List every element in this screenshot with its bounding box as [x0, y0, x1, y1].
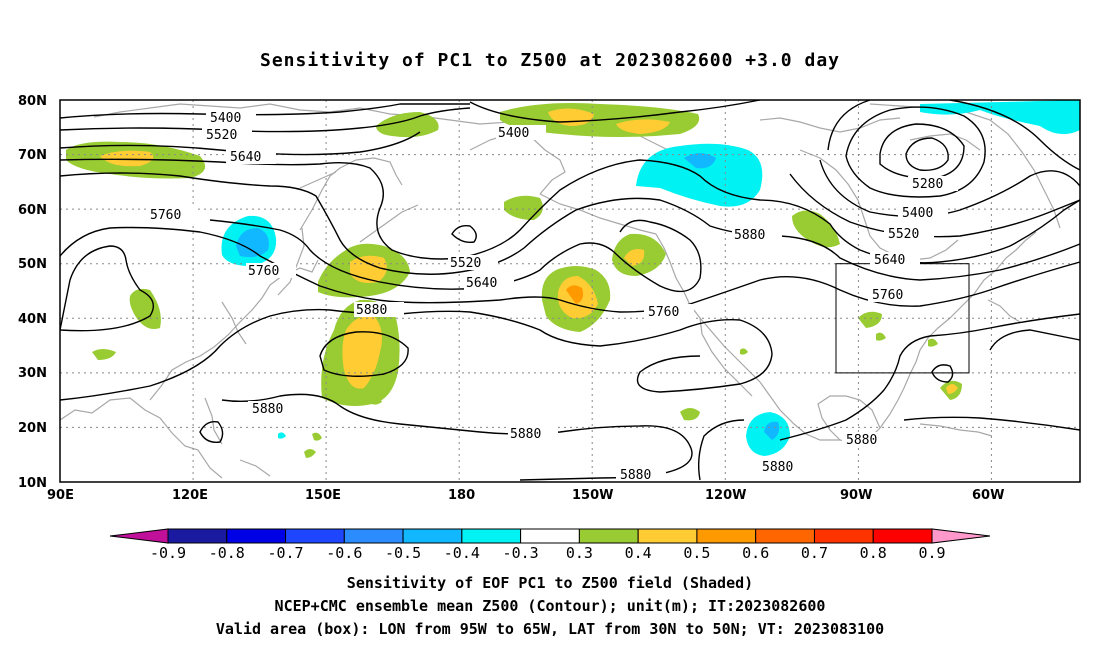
contour-label: 5640	[874, 253, 905, 268]
contour-label: 5520	[206, 128, 237, 143]
colorbar-cell	[520, 528, 580, 544]
lat-label: 80N	[18, 94, 47, 109]
colorbar-label: 0.8	[860, 544, 887, 562]
colorbar-label: -0.3	[503, 544, 539, 562]
contour-label: 5640	[230, 150, 261, 165]
colorbar-label: -0.5	[385, 544, 421, 562]
colorbar-label: 0.3	[566, 544, 593, 562]
colorbar-labels: -0.9 -0.8 -0.7 -0.6 -0.5 -0.4 -0.3 0.3 0.4 0.5 0.6…	[150, 544, 946, 562]
contour-label: 5640	[466, 276, 497, 291]
lon-label: 90E	[47, 488, 74, 503]
contour-label: 5760	[248, 264, 279, 279]
colorbar-cell	[813, 528, 874, 544]
lon-label: 60W	[972, 488, 1004, 503]
colorbar-left-tip	[109, 528, 169, 544]
contour-label: 5880	[356, 303, 387, 318]
contour-label: 5880	[510, 427, 541, 442]
colorbar-cell	[226, 528, 287, 544]
colorbar-label: -0.7	[267, 544, 303, 562]
colorbar-label: 0.6	[742, 544, 769, 562]
contour-label: 5880	[846, 433, 877, 448]
contour-label: 5880	[762, 460, 793, 475]
lat-label: 70N	[18, 148, 47, 163]
lat-label: 60N	[18, 203, 47, 218]
caption-line-2: NCEP+CMC ensemble mean Z500 (Contour); u…	[274, 597, 826, 615]
colorbar-label: 0.9	[918, 544, 945, 562]
contour-labels: 5400 5520 5640 5760 5760 5880 5400 5280 …	[146, 110, 958, 483]
colorbar-cell	[755, 528, 815, 544]
colorbar-cell	[285, 528, 345, 544]
colorbar-label: -0.4	[444, 544, 480, 562]
contour-label: 5880	[620, 468, 651, 483]
contour-label: 5760	[648, 305, 679, 320]
contour-label: 5760	[150, 208, 181, 223]
colorbar-cell	[167, 528, 228, 544]
plot-border	[59, 99, 1081, 483]
caption-line-1: Sensitivity of EOF PC1 to Z500 field (Sh…	[346, 574, 754, 592]
lon-label: 180	[448, 488, 475, 503]
latitude-axis: 80N 70N 60N 50N 40N 30N 20N 10N	[18, 94, 47, 491]
lat-label: 20N	[18, 421, 47, 436]
colorbar-cell	[402, 528, 463, 544]
contour-label: 5520	[450, 256, 481, 271]
contour-label: 5880	[734, 228, 765, 243]
colorbar-cell	[343, 528, 404, 544]
lat-label: 10N	[18, 476, 47, 491]
longitude-axis: 90E 120E 150E 180 150W 120W 90W 60W	[47, 488, 1004, 503]
contour-label: 5400	[902, 206, 933, 221]
colorbar-cell	[872, 528, 933, 544]
contour-label: 5880	[252, 402, 283, 417]
colorbar-cell	[578, 528, 639, 544]
colorbar-label: 0.7	[801, 544, 828, 562]
contour-label: 5400	[498, 126, 529, 141]
contour-label: 5280	[912, 177, 943, 192]
colorbar-cell	[696, 528, 757, 544]
contour-label: 5760	[872, 288, 903, 303]
colorbar-label: -0.8	[209, 544, 245, 562]
colorbar-label: -0.9	[150, 544, 186, 562]
colorbar-label: -0.6	[326, 544, 362, 562]
colorbar-cells	[167, 528, 933, 544]
shaded-sensitivity	[66, 100, 1080, 458]
contour-label: 5520	[888, 227, 919, 242]
lat-label: 50N	[18, 257, 47, 272]
lon-label: 120E	[172, 488, 208, 503]
map-title: Sensitivity of PC1 to Z500 at 2023082600…	[259, 50, 840, 71]
lat-label: 30N	[18, 366, 47, 381]
lon-label: 150E	[305, 488, 341, 503]
colorbar-label: 0.5	[683, 544, 710, 562]
lat-label: 40N	[18, 312, 47, 327]
colorbar: -0.9 -0.8 -0.7 -0.6 -0.5 -0.4 -0.3 0.3 0.4 0.5 0.6…	[109, 528, 991, 562]
lon-label: 90W	[840, 488, 872, 503]
colorbar-right-tip	[931, 528, 991, 544]
lon-label: 120W	[705, 488, 746, 503]
colorbar-cell	[637, 528, 698, 544]
contour-label: 5400	[210, 111, 241, 126]
caption-line-3: Valid area (box): LON from 95W to 65W, L…	[215, 620, 885, 638]
colorbar-cell	[461, 528, 522, 544]
lon-label: 150W	[572, 488, 613, 503]
colorbar-label: 0.4	[625, 544, 652, 562]
